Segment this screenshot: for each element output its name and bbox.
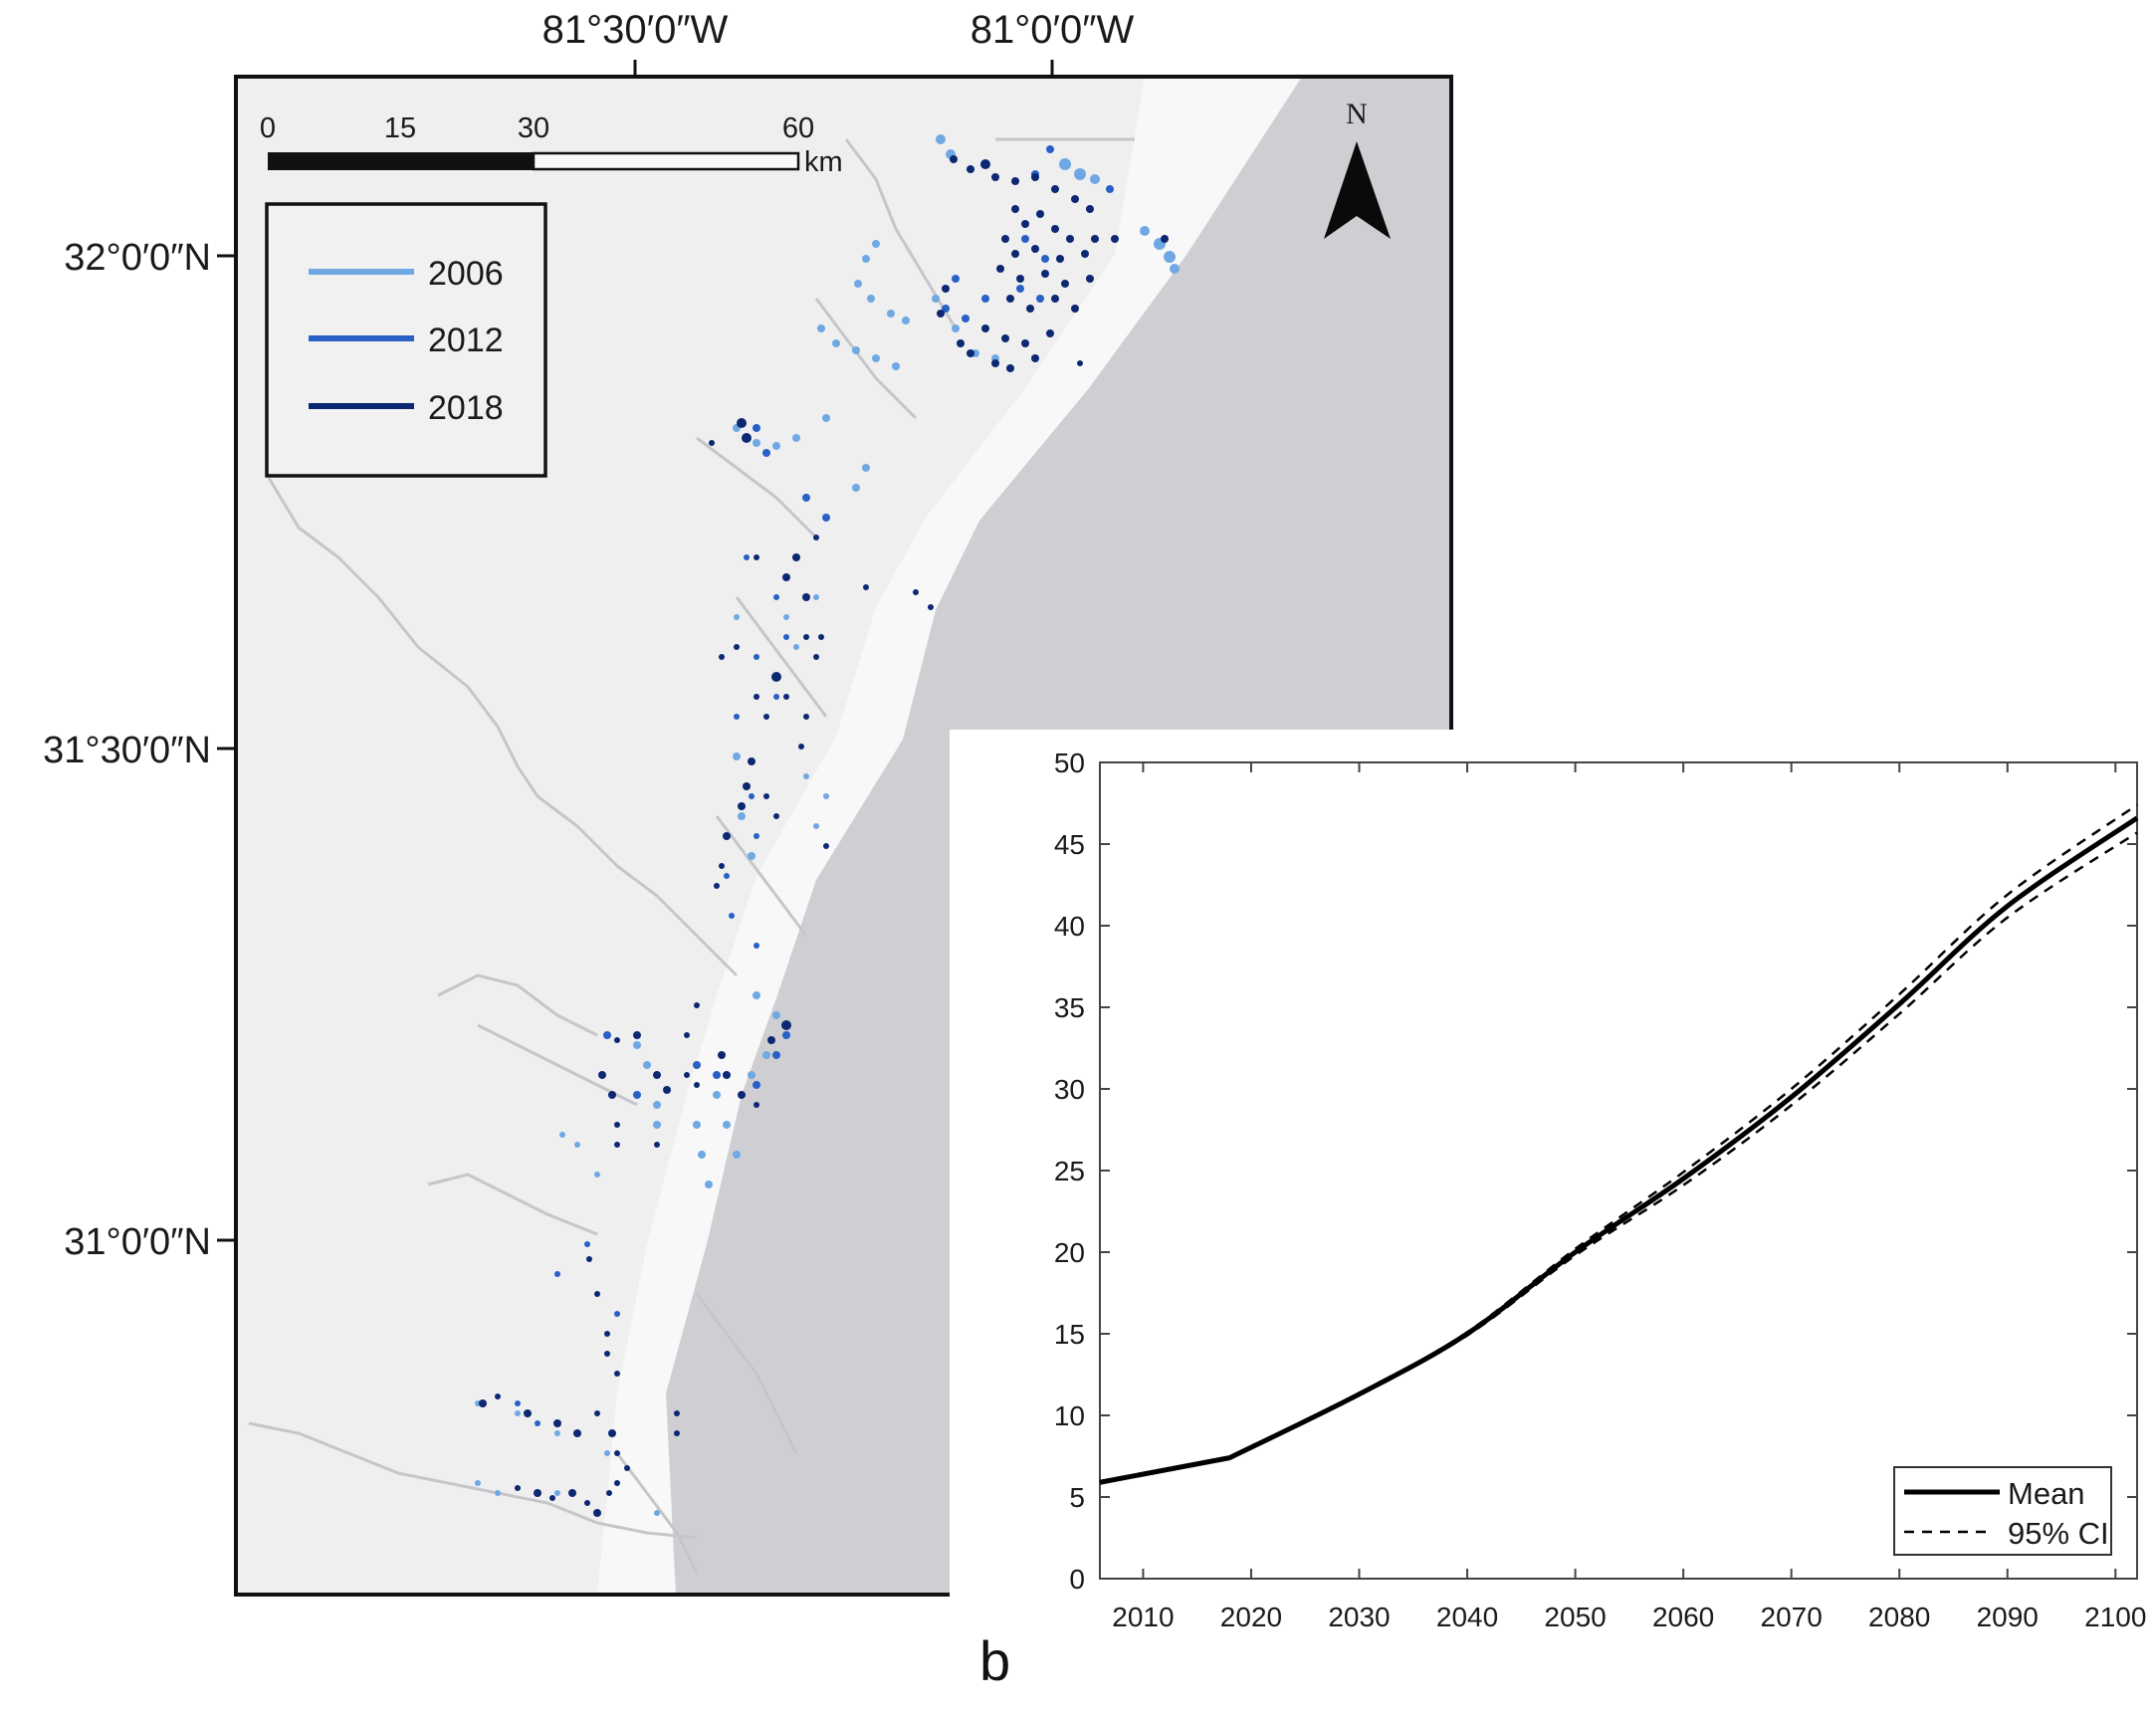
y-tick-label: 35: [1054, 992, 1085, 1023]
scale-tick-15: 15: [384, 112, 416, 144]
survey-2006-points: [475, 134, 1180, 1516]
legend-label-2018: 2018: [428, 389, 504, 427]
latitude-axis: 32°0′0″N 31°30′0″N 31°0′0″N: [43, 237, 236, 1263]
mean-line: [1099, 815, 2139, 1485]
north-arrow: N: [1324, 98, 1391, 239]
y-tick-label: 20: [1054, 1237, 1085, 1268]
y-tick-label: 45: [1054, 829, 1085, 860]
y-tick-label: 0: [1069, 1564, 1085, 1595]
x-tick-label: 2030: [1328, 1602, 1390, 1632]
scale-tick-60: 60: [782, 112, 814, 144]
north-label: N: [1346, 98, 1368, 130]
legend-mean-label: Mean: [2008, 1476, 2085, 1511]
ci-line: [1099, 831, 2138, 1484]
x-tick-label: 2070: [1761, 1602, 1823, 1632]
lat-label-2: 31°30′0″N: [43, 730, 211, 771]
chart-axes: 2010 2020 2030 2040 2050 2060 2070 2080 2090 2100…: [1054, 748, 2147, 1632]
chart-series: [1099, 803, 2139, 1485]
lon-label-2: 81°0′0″W: [970, 8, 1135, 52]
map-legend: 2006 2012 2018: [265, 202, 547, 478]
y-tick-label: 30: [1054, 1074, 1085, 1105]
lon-label-1: 81°30′0″W: [542, 8, 729, 52]
y-tick-label: 15: [1054, 1319, 1085, 1350]
y-tick-label: 40: [1054, 911, 1085, 942]
x-tick-label: 2020: [1220, 1602, 1282, 1632]
x-tick-label: 2100: [2084, 1602, 2146, 1632]
coastal-marsh: [597, 77, 1302, 1595]
legend-label-2006: 2006: [428, 255, 504, 293]
lat-label-3: 31°0′0″N: [64, 1221, 211, 1263]
chart-background: [950, 730, 2156, 1715]
x-tick-label: 2040: [1436, 1602, 1498, 1632]
rivers: [248, 137, 1135, 1574]
lat-label-1: 32°0′0″N: [64, 237, 211, 279]
scale-unit: km: [804, 146, 843, 178]
north-arrow-icon: [1324, 141, 1391, 239]
chart-legend: Mean 95% CI: [1893, 1466, 2112, 1556]
x-tick-label: 2010: [1112, 1602, 1174, 1632]
x-tick-label: 2080: [1868, 1602, 1930, 1632]
scale-tick-0: 0: [260, 112, 276, 144]
longitude-axis: 81°30′0″W 81°0′0″W: [542, 8, 1135, 77]
y-tick-label: 5: [1069, 1482, 1085, 1513]
x-tick-label: 2050: [1544, 1602, 1606, 1632]
y-tick-label: 50: [1054, 748, 1085, 778]
y-tick-label: 10: [1054, 1400, 1085, 1431]
legend-ci-label: 95% CI: [2008, 1516, 2109, 1551]
panel-label: b: [979, 1629, 1011, 1692]
y-tick-label: 25: [1054, 1156, 1085, 1186]
legend-label-2012: 2012: [428, 322, 504, 359]
x-tick-label: 2060: [1652, 1602, 1714, 1632]
x-tick-label: 2090: [1977, 1602, 2039, 1632]
scale-bar: 0 15 30 60 km: [260, 112, 843, 178]
survey-2018-points: [479, 155, 1169, 1517]
ci-line: [1099, 803, 2138, 1484]
scale-tick-30: 30: [518, 112, 549, 144]
